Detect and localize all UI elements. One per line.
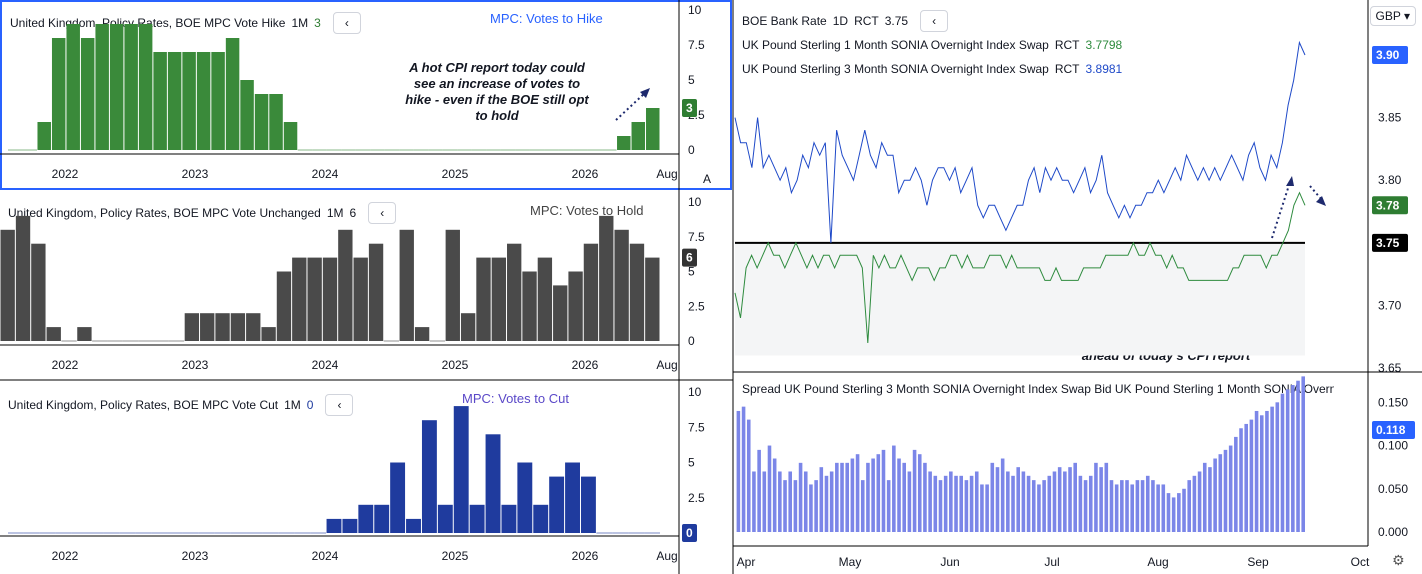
annotation-hike: MPC: Votes to Hike xyxy=(490,11,603,26)
currency-label: GBP xyxy=(1375,9,1401,23)
x-tick-month: Jul xyxy=(1044,555,1059,569)
legend-sonia-3m: UK Pound Sterling 3 Month SONIA Overnigh… xyxy=(742,62,1122,76)
collapse-legend-button-hike[interactable]: ‹ xyxy=(332,12,361,34)
series-title-sonia-3m: UK Pound Sterling 3 Month SONIA Overnigh… xyxy=(742,62,1049,76)
series-source-bank-rate: RCT xyxy=(854,14,879,28)
note-sonia: While bets of a hike have been rising ra… xyxy=(1052,300,1280,363)
series-value-bank-rate: 3.75 xyxy=(884,14,909,28)
pane-vote-hike[interactable]: United Kingdom, Policy Rates, BOE MPC Vo… xyxy=(0,0,732,190)
legend-bank-rate: BOE Bank Rate 1D RCT 3.75 ‹ xyxy=(742,10,949,32)
x-tick-month: Aug xyxy=(1147,555,1168,569)
collapse-legend-button-cut[interactable]: ‹ xyxy=(325,394,354,416)
pane-spread[interactable]: Spread UK Pound Sterling 3 Month SONIA O… xyxy=(734,374,1422,544)
legend-spread: Spread UK Pound Sterling 3 Month SONIA O… xyxy=(742,382,1334,396)
series-value-sonia-1m: 3.7798 xyxy=(1085,38,1123,52)
note-hike: A hot CPI report today could see an incr… xyxy=(405,60,589,123)
series-value-hold: 6 xyxy=(349,206,357,220)
x-tick-month: Jun xyxy=(940,555,959,569)
series-title-cut: United Kingdom, Policy Rates, BOE MPC Vo… xyxy=(8,398,279,412)
series-value-hike: 3 xyxy=(314,16,321,30)
series-interval-cut: 1M xyxy=(284,398,301,412)
chevron-left-icon: ‹ xyxy=(344,16,349,30)
series-interval-bank-rate: 1D xyxy=(832,14,849,28)
pane-vote-hold[interactable]: United Kingdom, Policy Rates, BOE MPC Vo… xyxy=(0,192,732,380)
legend-hold: United Kingdom, Policy Rates, BOE MPC Vo… xyxy=(8,202,397,224)
series-interval-hike: 1M xyxy=(291,16,309,30)
series-source-sonia-1m: RCT xyxy=(1054,38,1080,52)
pane-vote-cut[interactable]: United Kingdom, Policy Rates, BOE MPC Vo… xyxy=(0,382,732,574)
series-title-hike: United Kingdom, Policy Rates, BOE MPC Vo… xyxy=(10,16,286,30)
series-source-sonia-3m: RCT xyxy=(1054,62,1080,76)
settings-icon[interactable]: ⚙ xyxy=(1392,552,1405,568)
x-tick-month: Sep xyxy=(1247,555,1269,569)
x-tick-month: Apr xyxy=(737,555,756,569)
legend-hike: United Kingdom, Policy Rates, BOE MPC Vo… xyxy=(10,12,361,34)
annotation-hold: MPC: Votes to Hold xyxy=(530,203,644,218)
collapse-legend-button-hold[interactable]: ‹ xyxy=(368,202,397,224)
annotation-cut: MPC: Votes to Cut xyxy=(462,391,569,406)
pane-sonia-swaps[interactable]: BOE Bank Rate 1D RCT 3.75 ‹ UK Pound Ste… xyxy=(734,0,1422,372)
series-value-cut: 0 xyxy=(306,398,314,412)
chevron-left-icon: ‹ xyxy=(380,206,385,220)
x-tick-month: May xyxy=(839,555,862,569)
chevron-left-icon: ‹ xyxy=(932,14,937,28)
chevron-down-icon: ▾ xyxy=(1403,9,1410,23)
series-title-hold: United Kingdom, Policy Rates, BOE MPC Vo… xyxy=(8,206,321,220)
legend-sonia-1m: UK Pound Sterling 1 Month SONIA Overnigh… xyxy=(742,38,1122,52)
currency-selector[interactable]: GBP ▾ xyxy=(1369,6,1416,26)
chevron-left-icon: ‹ xyxy=(337,398,342,412)
series-value-sonia-3m: 3.8981 xyxy=(1085,62,1123,76)
series-title-sonia-1m: UK Pound Sterling 1 Month SONIA Overnigh… xyxy=(742,38,1049,52)
series-title-spread: Spread UK Pound Sterling 3 Month SONIA O… xyxy=(742,382,1334,396)
collapse-legend-button-bank-rate[interactable]: ‹ xyxy=(920,10,949,32)
legend-cut: United Kingdom, Policy Rates, BOE MPC Vo… xyxy=(8,394,354,416)
series-title-bank-rate: BOE Bank Rate xyxy=(742,14,827,28)
series-interval-hold: 1M xyxy=(326,206,344,220)
x-tick-month: Oct xyxy=(1351,555,1370,569)
